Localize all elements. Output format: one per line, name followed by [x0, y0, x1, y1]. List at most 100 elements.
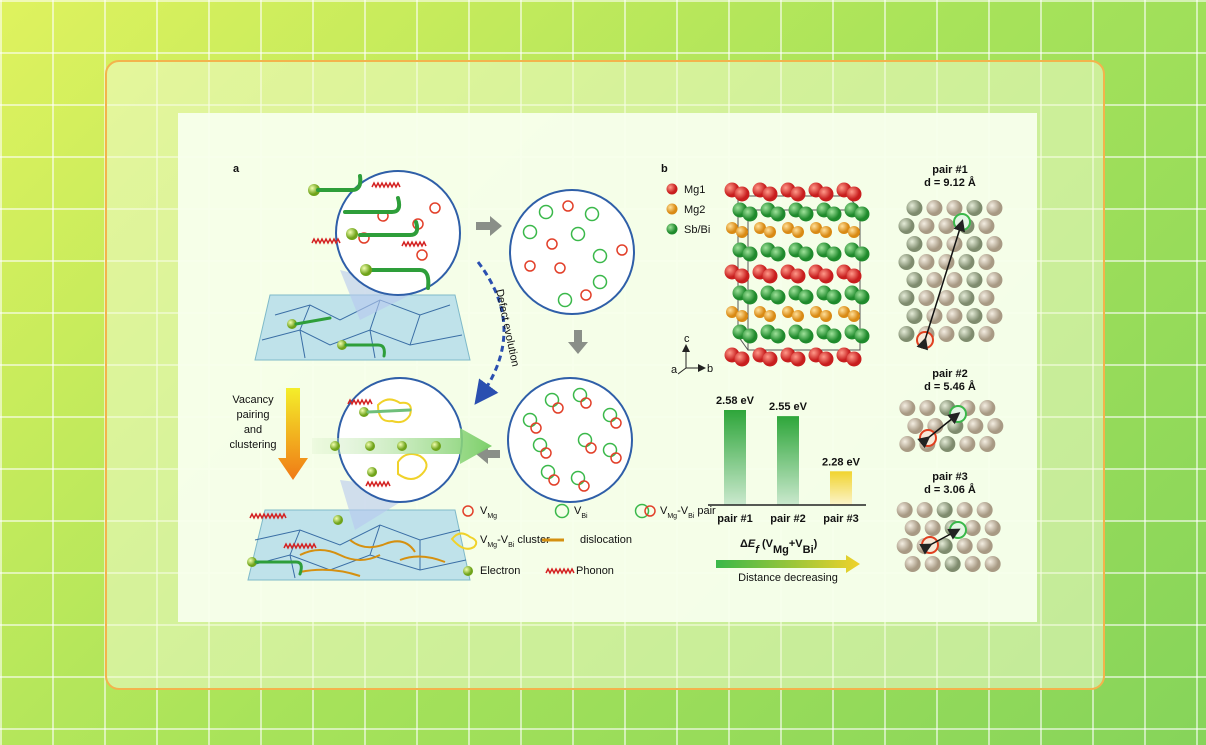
- atom: [838, 222, 850, 234]
- atom: [978, 290, 995, 306]
- x-axis-title: ΔEf (VMg+VBi): [740, 538, 818, 556]
- atom: [770, 206, 786, 222]
- pair-arrow: [919, 528, 961, 555]
- text-part: Mg: [487, 513, 497, 520]
- atom: [986, 272, 1003, 288]
- vacancy: [602, 407, 618, 423]
- atom: [848, 226, 860, 238]
- atom: [964, 520, 981, 536]
- atom: [754, 306, 766, 318]
- vacancy: [562, 200, 574, 212]
- atom: [944, 556, 961, 572]
- atom: [782, 222, 794, 234]
- zoom-circle: [507, 377, 633, 503]
- text-part: Bi: [688, 513, 695, 520]
- grain-boundary: [369, 524, 381, 556]
- atom: [848, 310, 860, 322]
- bar-shade: [777, 416, 799, 505]
- atom: [904, 556, 921, 572]
- bar-shade: [724, 410, 746, 505]
- side-label: and: [244, 424, 262, 436]
- atom: [666, 183, 678, 195]
- pair-distance: d = 5.46 Å: [924, 380, 976, 393]
- grain-boundary: [254, 524, 461, 546]
- atom: [938, 326, 955, 342]
- legend-label: dislocation: [580, 534, 632, 546]
- atom: [792, 310, 804, 322]
- pairing-arrow: [278, 388, 308, 480]
- atom: [924, 520, 941, 536]
- atom: [904, 520, 921, 536]
- atom: [798, 206, 814, 222]
- atom: [790, 351, 806, 367]
- atom: [986, 200, 1003, 216]
- atom: [346, 228, 358, 240]
- atom: [924, 556, 941, 572]
- text-part: Electron: [480, 565, 520, 577]
- legend-label: VMg-VBi pair: [660, 505, 716, 520]
- vacancy: [592, 248, 608, 264]
- text-part: Mg: [773, 544, 789, 556]
- atom: [919, 400, 936, 416]
- vacancy: [580, 397, 592, 409]
- dislocation: [299, 568, 361, 577]
- atom-label: Mg1: [684, 184, 705, 196]
- pair-arrow: [917, 412, 961, 449]
- atom: [846, 186, 862, 202]
- atom: [854, 206, 870, 222]
- zoom-circle: [509, 189, 635, 315]
- vacancy: [557, 292, 573, 308]
- text-part: V: [660, 505, 668, 517]
- cluster: [450, 532, 478, 550]
- vacancy: [580, 289, 592, 301]
- pair-distance: d = 9.12 Å: [924, 176, 976, 189]
- atom: [734, 186, 750, 202]
- vacancy: [578, 480, 590, 492]
- phonon: [545, 567, 575, 575]
- atom: [906, 308, 923, 324]
- grain-boundary: [409, 314, 421, 346]
- atom: [666, 203, 678, 215]
- text-part: Mg: [487, 542, 497, 549]
- atom: [782, 306, 794, 318]
- atom: [846, 351, 862, 367]
- text-part: -V: [677, 505, 689, 517]
- vacancy: [572, 387, 588, 403]
- vacancy: [530, 422, 542, 434]
- atom: [918, 218, 935, 234]
- phonon: [371, 181, 401, 189]
- grain-boundary: [299, 304, 311, 359]
- atom: [365, 441, 375, 451]
- phonon: [347, 398, 373, 406]
- atom: [967, 418, 984, 434]
- atom: [798, 289, 814, 305]
- atom: [726, 222, 738, 234]
- atom: [247, 557, 257, 567]
- legend-label: VMg-VBi cluster: [480, 534, 550, 549]
- atom: [898, 326, 915, 342]
- phonon: [311, 237, 341, 245]
- panel-label: a: [233, 163, 240, 175]
- arrow-label: Defect evolution: [493, 288, 521, 368]
- atom: [826, 328, 842, 344]
- vacancy: [548, 474, 560, 486]
- text-part: V: [480, 534, 488, 546]
- text-part: Bi: [581, 513, 588, 520]
- atom: [946, 200, 963, 216]
- legend-label: VBi: [574, 505, 588, 520]
- atom: [810, 306, 822, 318]
- legend-label: VMg: [480, 505, 497, 520]
- vacancy: [602, 442, 618, 458]
- text-part: cluster: [514, 534, 550, 546]
- atom: [906, 236, 923, 252]
- text-part: V: [574, 505, 582, 517]
- atom: [966, 200, 983, 216]
- axis-label: a: [671, 364, 678, 376]
- text-part: f: [755, 544, 760, 556]
- vacancy: [610, 417, 622, 429]
- atom: [899, 400, 916, 416]
- atom: [846, 268, 862, 284]
- value-label: 2.58 eV: [716, 395, 755, 407]
- atom: [896, 502, 913, 518]
